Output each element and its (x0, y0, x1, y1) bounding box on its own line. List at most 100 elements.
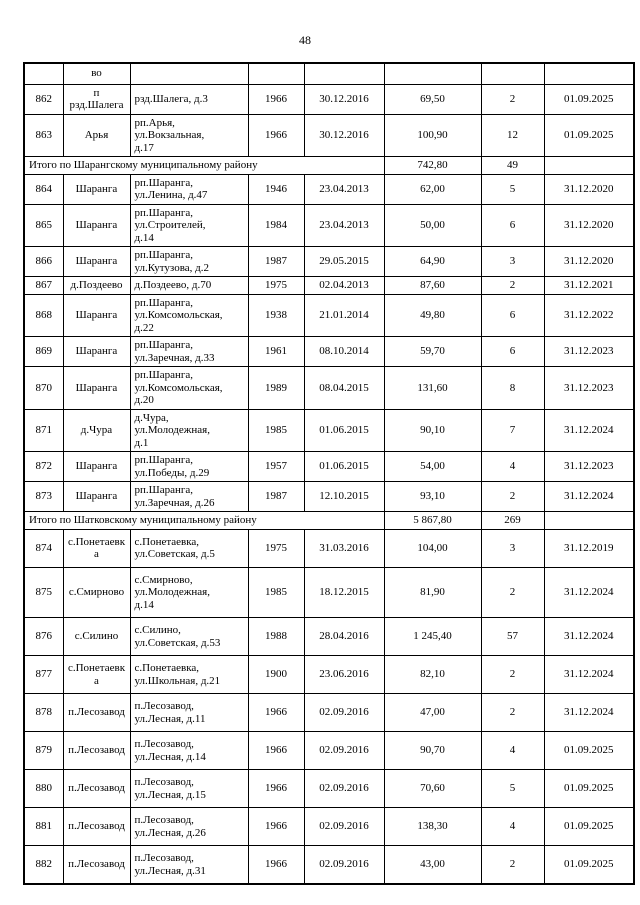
cell-row-number: 863 (23, 113, 64, 157)
cell-year-built: 1946 (247, 173, 305, 205)
cell-end-date: 31.12.2020 (543, 203, 635, 247)
cell-end-date: 31.12.2024 (543, 693, 635, 732)
cell-year-built: 1988 (247, 617, 305, 656)
cell-end-date: 31.12.2021 (543, 276, 635, 295)
cell-row-number: 866 (23, 246, 64, 277)
cell-row-number: 872 (23, 451, 64, 482)
cell-apartment-count: 4 (480, 451, 545, 482)
cell-end-date: 31.12.2020 (543, 173, 635, 205)
cell-year-built: 1957 (247, 451, 305, 482)
cell-year-built: 1984 (247, 203, 305, 247)
cell-address: п.Лесозавод, ул.Лесная, д.11 (129, 693, 249, 732)
cell-apartment-count: 12 (480, 113, 545, 157)
cell-address: п.Лесозавод, ул.Лесная, д.15 (129, 769, 249, 808)
cell-end-date: 31.12.2022 (543, 293, 635, 337)
total-label: Итого по Шатковскому муниципальному райо… (23, 511, 385, 530)
cell-settlement: Шаранга (62, 293, 131, 337)
cell-row-number: 877 (23, 655, 64, 694)
cell-end-date: 01.09.2025 (543, 731, 635, 770)
cell-apartment-count: 2 (480, 845, 545, 885)
cell-year-built: 1985 (247, 408, 305, 452)
table-row: 882 п.Лесозавод п.Лесозавод, ул.Лесная, д.… (23, 845, 635, 885)
table-row: 863 Арья рп.Арья, ул.Вокзальная, д.17 1966 3… (23, 113, 635, 157)
cell-end-date: 31.12.2024 (543, 566, 635, 618)
cell-end-date: 31.12.2019 (543, 528, 635, 568)
cell-row-number (23, 62, 64, 85)
cell-area: 49,80 (383, 293, 482, 337)
cell-year-built: 1966 (247, 845, 305, 885)
cell-area: 64,90 (383, 246, 482, 277)
cell-end-date: 01.09.2025 (543, 845, 635, 885)
cell-year-built: 1987 (247, 246, 305, 277)
cell-settlement: Шаранга (62, 481, 131, 512)
cell-year-built: 1975 (247, 276, 305, 295)
table-row: 862 п рзд.Шалега рзд.Шалега, д.3 1966 30.12.… (23, 83, 635, 115)
cell-row-number: 882 (23, 845, 64, 885)
cell-end-date: 31.12.2024 (543, 408, 635, 452)
cell-settlement: Шаранга (62, 336, 131, 367)
cell-date: 02.09.2016 (303, 693, 385, 732)
cell-year-built: 1989 (247, 366, 305, 410)
cell-area: 50,00 (383, 203, 482, 247)
cell-area: 47,00 (383, 693, 482, 732)
cell-address: рзд.Шалега, д.3 (129, 83, 249, 115)
cell-address: с.Понетаевка, ул.Советская, д.5 (129, 528, 249, 568)
cell-area: 1 245,40 (383, 617, 482, 656)
cell-row-number: 865 (23, 203, 64, 247)
cell-address: рп.Шаранга, ул.Заречная, д.33 (129, 336, 249, 367)
cell-row-number: 881 (23, 807, 64, 846)
table-row: 869 Шаранга рп.Шаранга, ул.Заречная, д.33 1… (23, 336, 635, 367)
cell-date: 01.06.2015 (303, 451, 385, 482)
cell-row-number: 868 (23, 293, 64, 337)
cell-end-date: 31.12.2023 (543, 366, 635, 410)
cell-area: 138,30 (383, 807, 482, 846)
cell-row-number: 880 (23, 769, 64, 808)
cell-address (129, 62, 249, 85)
cell-settlement: д.Поздеево (62, 276, 131, 295)
table-row: 876 с.Силино с.Силино, ул.Советская, д.53 1… (23, 617, 635, 656)
cell-area: 62,00 (383, 173, 482, 205)
cell-apartment-count: 3 (480, 528, 545, 568)
cell-apartment-count: 2 (480, 566, 545, 618)
cell-settlement: с.Силино (62, 617, 131, 656)
total-apartment-count: 269 (480, 511, 545, 530)
cell-apartment-count: 4 (480, 807, 545, 846)
cell-date: 30.12.2016 (303, 113, 385, 157)
cell-date: 30.12.2016 (303, 83, 385, 115)
cell-address: п.Лесозавод, ул.Лесная, д.26 (129, 807, 249, 846)
table-row: 874 с.Понетаевк а с.Понетаевка, ул.Советск… (23, 528, 635, 568)
cell-settlement: с.Понетаевк а (62, 528, 131, 568)
page-number: 48 (299, 33, 311, 47)
cell-settlement: Шаранга (62, 203, 131, 247)
cell-year-built (247, 62, 305, 85)
cell-row-number: 874 (23, 528, 64, 568)
cell-address: рп.Шаранга, ул.Комсомольская, д.20 (129, 366, 249, 410)
cell-area (383, 62, 482, 85)
cell-apartment-count: 6 (480, 293, 545, 337)
cell-settlement: п.Лесозавод (62, 731, 131, 770)
cell-area: 82,10 (383, 655, 482, 694)
cell-date: 02.04.2013 (303, 276, 385, 295)
cell-row-number: 878 (23, 693, 64, 732)
cell-date: 02.09.2016 (303, 845, 385, 885)
cell-address: с.Смирново, ул.Молодежная, д.14 (129, 566, 249, 618)
table-row: 866 Шаранга рп.Шаранга, ул.Кутузова, д.2 19… (23, 246, 635, 277)
cell-year-built: 1966 (247, 807, 305, 846)
cell-date: 12.10.2015 (303, 481, 385, 512)
cell-apartment-count: 5 (480, 769, 545, 808)
cell-address: п.Лесозавод, ул.Лесная, д.31 (129, 845, 249, 885)
cell-address: п.Лесозавод, ул.Лесная, д.14 (129, 731, 249, 770)
cell-date: 23.04.2013 (303, 173, 385, 205)
cell-apartment-count: 2 (480, 276, 545, 295)
total-end-date (543, 511, 635, 530)
cell-end-date: 31.12.2023 (543, 451, 635, 482)
cell-date: 28.04.2016 (303, 617, 385, 656)
cell-apartment-count (480, 62, 545, 85)
cell-year-built: 1938 (247, 293, 305, 337)
cell-apartment-count: 2 (480, 693, 545, 732)
cell-row-number: 873 (23, 481, 64, 512)
cell-row-number: 870 (23, 366, 64, 410)
table-row: 878 п.Лесозавод п.Лесозавод, ул.Лесная, д.… (23, 693, 635, 732)
cell-area: 54,00 (383, 451, 482, 482)
cell-row-number: 862 (23, 83, 64, 115)
